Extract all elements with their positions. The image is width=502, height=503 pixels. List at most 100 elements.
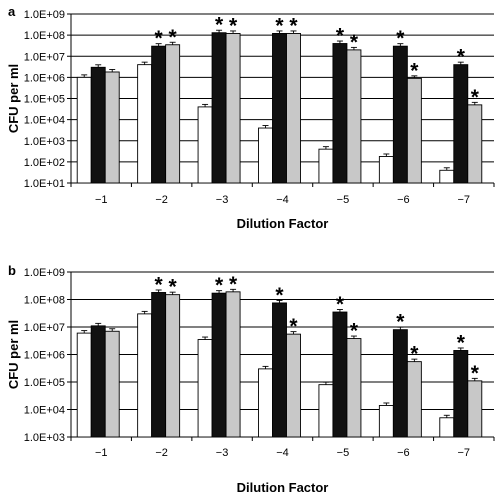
significance-star: * bbox=[457, 46, 466, 69]
bar-white bbox=[439, 417, 455, 438]
bar-gray bbox=[104, 330, 120, 438]
significance-star: * bbox=[229, 14, 238, 37]
y-tick-label: 1.0E+05 bbox=[24, 377, 65, 389]
chart-panel-b: 1.0E+03 1.0E+04 1.0E+05 1.0E+06 1.0E+07 1.0E+… bbox=[6, 263, 495, 495]
y-tick-label: 1.0E+07 bbox=[24, 51, 65, 63]
significance-star: * bbox=[471, 86, 480, 109]
bar-white bbox=[258, 127, 273, 184]
bar-white bbox=[76, 76, 92, 184]
bar-gray bbox=[165, 294, 181, 438]
x-tick-label: −1 bbox=[95, 447, 108, 459]
bar-black bbox=[332, 311, 348, 438]
y-tick-label: 1.0E+04 bbox=[24, 115, 65, 127]
bar-black bbox=[151, 45, 167, 184]
significance-star: * bbox=[396, 311, 405, 334]
bar-black bbox=[453, 350, 469, 438]
significance-star: * bbox=[336, 25, 345, 48]
y-tick-label: 1.0E+09 bbox=[24, 9, 65, 21]
significance-star: * bbox=[155, 27, 164, 50]
panel-label: a bbox=[8, 4, 16, 19]
bar-gray bbox=[467, 104, 483, 184]
bar-gray bbox=[165, 44, 181, 184]
bar-white bbox=[137, 313, 153, 438]
significance-star: * bbox=[275, 14, 284, 37]
x-axis-title: Dilution Factor bbox=[237, 216, 329, 231]
bar-white bbox=[76, 332, 92, 438]
x-axis-title: Dilution Factor bbox=[237, 480, 329, 495]
bar-gray bbox=[467, 380, 483, 438]
bar-black bbox=[211, 32, 227, 184]
bar-black bbox=[272, 302, 287, 438]
bar-gray bbox=[104, 71, 120, 184]
x-tick-label: −4 bbox=[276, 194, 289, 206]
x-tick-label: −7 bbox=[458, 194, 471, 206]
panel-label: b bbox=[8, 263, 16, 278]
y-tick-label: 1.0E+02 bbox=[24, 157, 65, 169]
x-tick-label: −6 bbox=[397, 447, 410, 459]
bar-white bbox=[258, 368, 273, 438]
significance-star: * bbox=[289, 14, 298, 37]
significance-star: * bbox=[410, 343, 419, 366]
significance-star: * bbox=[169, 26, 178, 49]
y-tick-label: 1.0E+08 bbox=[24, 30, 65, 42]
x-tick-label: −5 bbox=[337, 447, 350, 459]
y-tick-label: 1.0E+05 bbox=[24, 94, 65, 106]
bar-black bbox=[90, 325, 106, 438]
bar-white bbox=[197, 106, 213, 184]
bar-white bbox=[378, 405, 394, 438]
bar-white bbox=[318, 384, 334, 438]
x-tick-label: −5 bbox=[337, 194, 350, 206]
significance-star: * bbox=[410, 59, 419, 82]
significance-star: * bbox=[336, 293, 345, 316]
x-tick-label: −3 bbox=[216, 447, 229, 459]
bar-black bbox=[392, 329, 408, 438]
y-tick-label: 1.0E+01 bbox=[24, 178, 65, 190]
bar-gray bbox=[346, 338, 362, 438]
y-axis-title: CFU per ml bbox=[6, 64, 21, 133]
y-tick-label: 1.0E+03 bbox=[24, 432, 65, 444]
y-tick-label: 1.0E+04 bbox=[24, 405, 65, 417]
bar-black bbox=[90, 66, 106, 184]
x-tick-label: −3 bbox=[216, 194, 229, 206]
bar-white bbox=[318, 148, 334, 184]
bar-gray bbox=[286, 333, 301, 438]
bar-gray bbox=[346, 49, 362, 184]
bar-black bbox=[272, 33, 287, 184]
significance-star: * bbox=[169, 276, 178, 299]
bar-gray bbox=[406, 361, 422, 438]
bar-white bbox=[439, 169, 455, 184]
significance-star: * bbox=[289, 315, 298, 338]
significance-star: * bbox=[350, 31, 359, 54]
significance-star: * bbox=[215, 274, 224, 297]
significance-star: * bbox=[471, 362, 480, 385]
significance-star: * bbox=[457, 331, 466, 354]
y-tick-label: 1.0E+06 bbox=[24, 72, 65, 84]
significance-star: * bbox=[155, 273, 164, 296]
bar-white bbox=[137, 64, 153, 184]
bar-black bbox=[211, 292, 227, 438]
significance-star: * bbox=[396, 27, 405, 50]
x-tick-label: −7 bbox=[458, 447, 471, 459]
bar-gray bbox=[225, 291, 241, 438]
x-tick-label: −6 bbox=[397, 194, 410, 206]
bar-black bbox=[392, 45, 408, 184]
x-tick-label: −2 bbox=[155, 447, 168, 459]
y-axis-title: CFU per ml bbox=[6, 320, 21, 389]
y-tick-label: 1.0E+06 bbox=[24, 350, 65, 362]
y-tick-label: 1.0E+03 bbox=[24, 136, 65, 148]
bar-black bbox=[332, 43, 348, 184]
x-tick-label: −1 bbox=[95, 194, 108, 206]
bar-black bbox=[151, 292, 167, 438]
y-tick-label: 1.0E+07 bbox=[24, 322, 65, 334]
chart-panel-a: 1.0E+01 1.0E+02 1.0E+03 1.0E+04 1.0E+05 1.0E+… bbox=[6, 4, 495, 231]
y-tick-label: 1.0E+08 bbox=[24, 295, 65, 307]
significance-star: * bbox=[229, 273, 238, 296]
bar-gray bbox=[286, 33, 301, 184]
bar-gray bbox=[406, 77, 422, 184]
bar-gray bbox=[225, 33, 241, 184]
significance-star: * bbox=[275, 284, 284, 307]
significance-star: * bbox=[215, 14, 224, 37]
y-tick-label: 1.0E+09 bbox=[24, 267, 65, 279]
